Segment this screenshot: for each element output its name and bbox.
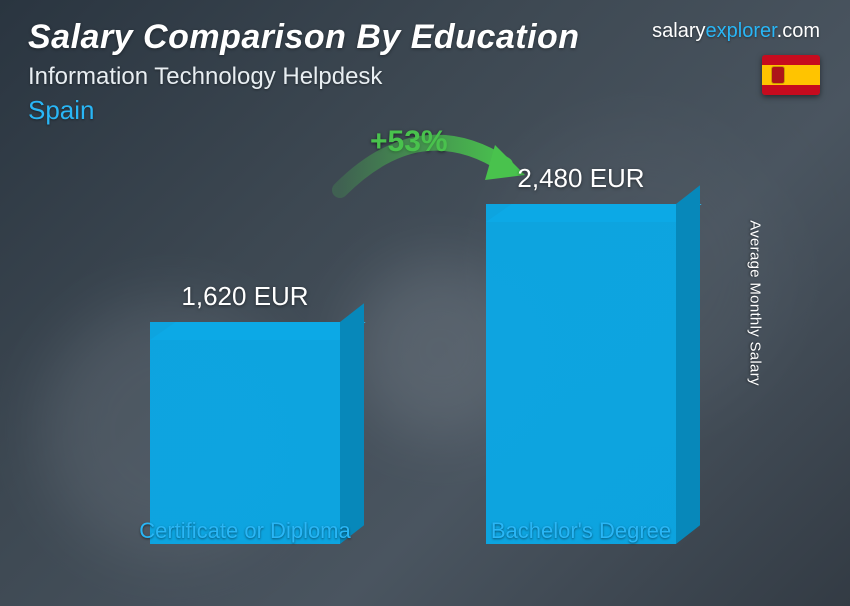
brand-prefix: salary <box>652 20 705 42</box>
bar-value-label: 2,480 EUR <box>517 163 644 194</box>
infographic-stage: Salary Comparison By Education Informati… <box>0 0 850 606</box>
bar-value-label: 1,620 EUR <box>181 281 308 312</box>
brand-accent: explorer <box>706 20 777 42</box>
bar <box>150 322 340 544</box>
subtitle: Information Technology Helpdesk <box>28 63 822 91</box>
bar-category-label: Certificate or Diploma <box>130 518 360 544</box>
bar-front-face <box>150 322 340 544</box>
bar-category-label: Bachelor's Degree <box>466 518 696 544</box>
brand-logo: salaryexplorer.com <box>652 20 820 43</box>
country-flag-icon <box>762 55 820 95</box>
bar-group: 1,620 EUR Certificate or Diploma <box>130 281 360 544</box>
bar-front-face <box>486 204 676 544</box>
bar-side-face <box>676 185 700 544</box>
brand-suffix: .com <box>777 20 820 42</box>
bar-chart: +53% 1,620 EURCertificate or Diploma2,48… <box>60 150 760 580</box>
bar-group: 2,480 EUR Bachelor's Degree <box>466 163 696 544</box>
flag-crest <box>772 67 784 83</box>
bar-side-face <box>340 303 364 544</box>
bar <box>486 204 676 544</box>
